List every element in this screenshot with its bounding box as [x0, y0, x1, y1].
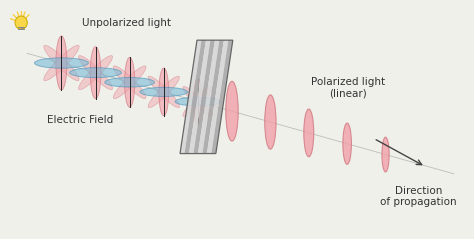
Ellipse shape	[148, 76, 179, 108]
Polygon shape	[202, 40, 224, 154]
Polygon shape	[207, 40, 228, 154]
Polygon shape	[184, 40, 206, 154]
Ellipse shape	[183, 87, 213, 117]
Ellipse shape	[15, 16, 27, 29]
Ellipse shape	[140, 87, 188, 97]
Ellipse shape	[105, 77, 155, 87]
Ellipse shape	[265, 95, 276, 149]
Ellipse shape	[175, 97, 221, 106]
Ellipse shape	[183, 87, 213, 117]
Polygon shape	[189, 40, 210, 154]
Polygon shape	[198, 40, 219, 154]
Polygon shape	[193, 40, 215, 154]
Text: Unpolarized light: Unpolarized light	[82, 18, 171, 28]
Ellipse shape	[148, 76, 179, 108]
Ellipse shape	[343, 123, 351, 164]
Ellipse shape	[90, 47, 101, 99]
Ellipse shape	[304, 109, 314, 157]
Ellipse shape	[193, 79, 202, 125]
Ellipse shape	[35, 58, 88, 68]
Ellipse shape	[113, 66, 146, 99]
Text: Electric Field: Electric Field	[47, 115, 114, 125]
Text: Direction
of propagation: Direction of propagation	[380, 186, 457, 207]
Ellipse shape	[44, 45, 79, 81]
Text: Polarized light
(linear): Polarized light (linear)	[311, 77, 385, 98]
Ellipse shape	[125, 57, 135, 107]
Ellipse shape	[70, 68, 121, 78]
Ellipse shape	[226, 81, 238, 141]
Ellipse shape	[113, 66, 146, 99]
Ellipse shape	[56, 36, 67, 90]
Ellipse shape	[79, 56, 112, 90]
Polygon shape	[211, 40, 233, 154]
Ellipse shape	[159, 68, 169, 116]
Ellipse shape	[382, 137, 389, 172]
Ellipse shape	[44, 45, 79, 81]
Polygon shape	[180, 40, 201, 154]
Ellipse shape	[79, 56, 112, 90]
